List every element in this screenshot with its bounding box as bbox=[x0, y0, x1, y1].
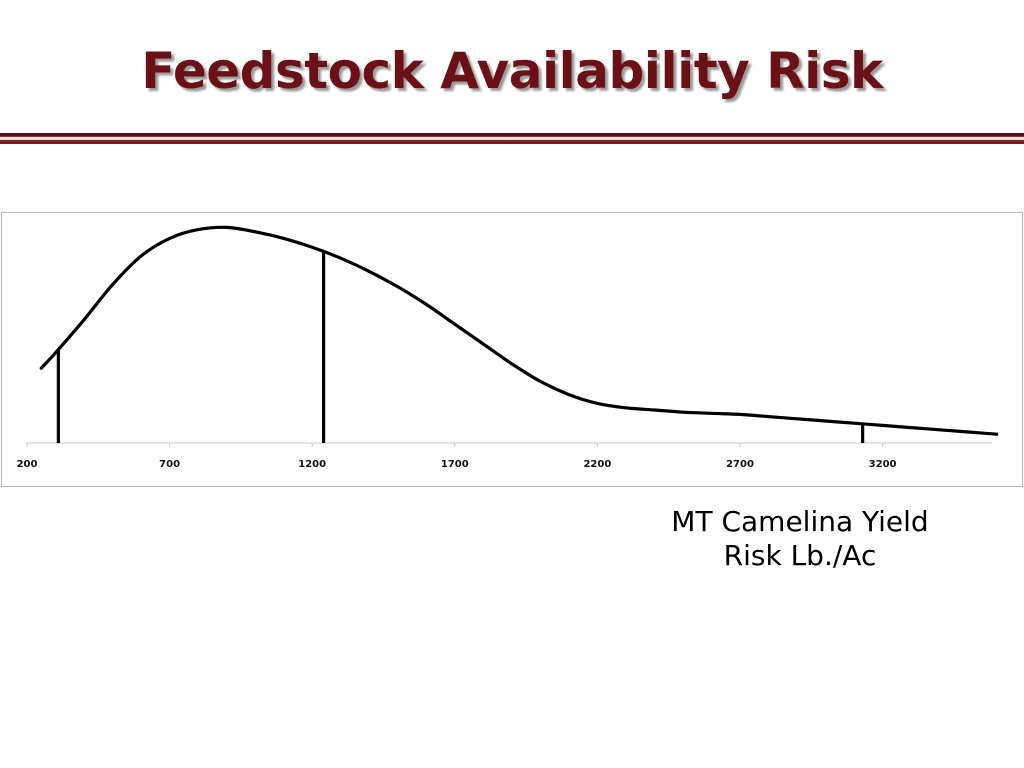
x-tick-label: 3200 bbox=[869, 459, 897, 470]
x-tick-label: 2200 bbox=[583, 459, 611, 470]
yield-risk-chart: 200 700 1200 1700 2200 2700 3200 bbox=[17, 225, 999, 470]
title-rule bbox=[0, 133, 1024, 144]
x-tick-label: 1700 bbox=[441, 459, 469, 470]
caption-line-1: MT Camelina Yield bbox=[671, 505, 929, 538]
slide-title: Feedstock Availability Risk bbox=[141, 42, 883, 100]
chart-caption: MT Camelina Yield Risk Lb./Ac bbox=[620, 505, 980, 573]
chart-frame: 200 700 1200 1700 2200 2700 3200 bbox=[1, 212, 1023, 487]
x-tick-label: 200 bbox=[17, 459, 38, 470]
x-tick-label: 700 bbox=[159, 459, 180, 470]
x-tick-label: 1200 bbox=[298, 459, 326, 470]
x-tick-label: 2700 bbox=[726, 459, 754, 470]
caption-line-2: Risk Lb./Ac bbox=[723, 539, 877, 572]
density-curve bbox=[39, 225, 999, 436]
